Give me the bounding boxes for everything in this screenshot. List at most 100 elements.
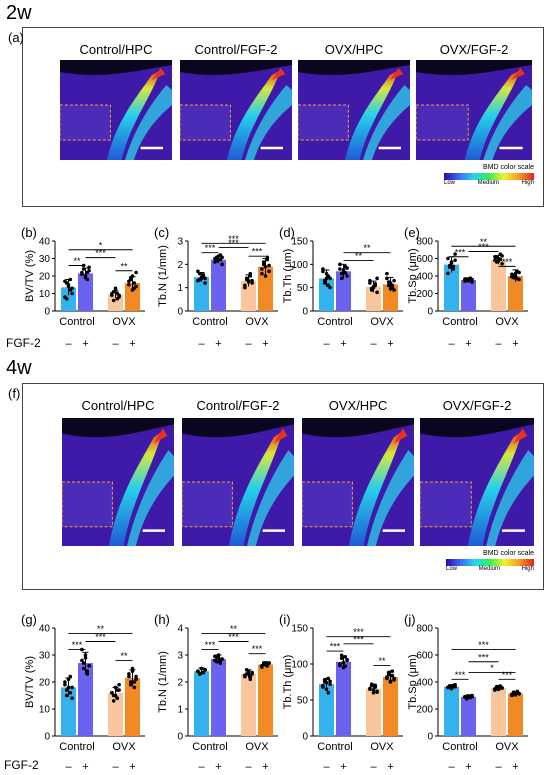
data-point xyxy=(196,669,200,673)
x-group-label: Control xyxy=(59,316,94,328)
data-point xyxy=(203,276,207,281)
bmd-map-control-fgf2-4w xyxy=(181,418,294,546)
data-point xyxy=(87,664,91,668)
data-point xyxy=(63,682,67,687)
significance-stars: ** xyxy=(480,237,488,247)
data-point xyxy=(66,685,71,690)
data-point xyxy=(128,680,133,684)
data-point xyxy=(83,653,88,657)
scale-high-label-4w: High xyxy=(521,566,534,572)
data-point xyxy=(326,676,331,681)
data-point xyxy=(110,291,114,296)
data-point xyxy=(343,270,348,275)
bar xyxy=(108,692,123,736)
significance-stars: ** xyxy=(120,651,128,661)
bmd-map-graphic xyxy=(297,60,410,160)
significance-stars: *** xyxy=(228,632,239,642)
data-point xyxy=(386,670,391,675)
data-point xyxy=(111,699,116,703)
data-point xyxy=(111,298,116,303)
data-point xyxy=(250,278,254,283)
image-title-control-hpc-4w: Control/HPC xyxy=(81,398,155,413)
significance-stars: *** xyxy=(455,670,466,680)
data-point xyxy=(371,691,376,695)
factor-sign: + xyxy=(82,338,88,350)
panel-label-f: (f) xyxy=(8,386,21,401)
data-point xyxy=(517,270,521,275)
bmd-map-graphic xyxy=(181,418,294,546)
dark-region xyxy=(60,60,172,75)
data-point xyxy=(81,666,86,671)
bmd-map-ovx-hpc xyxy=(297,60,410,160)
factor-sign: + xyxy=(340,338,346,350)
cortical-bone xyxy=(345,70,399,160)
data-point xyxy=(127,282,131,287)
data-point xyxy=(453,252,457,256)
data-point xyxy=(368,278,372,283)
x-group-label: OVX xyxy=(495,316,519,328)
image-title-control-hpc: Control/HPC xyxy=(79,42,153,57)
x-group-label: Control xyxy=(442,316,477,328)
y-axis-label: Tb.Th (μm) xyxy=(282,249,294,304)
data-point xyxy=(339,276,344,281)
significance-stars: *** xyxy=(353,634,364,644)
significance-stars: * xyxy=(490,663,494,673)
dark-region xyxy=(180,60,292,75)
bar xyxy=(491,259,506,311)
data-point xyxy=(447,265,452,270)
cortical-bone xyxy=(107,70,161,160)
bar xyxy=(444,686,459,736)
image-title-control-fgf2-4w: Control/FGF-2 xyxy=(196,398,280,413)
data-point xyxy=(218,661,223,665)
section-heading-4w: 4w xyxy=(6,357,32,379)
marrow xyxy=(255,475,294,546)
data-point xyxy=(493,688,497,692)
data-point xyxy=(244,668,249,672)
data-point xyxy=(132,685,137,690)
data-point xyxy=(470,694,474,699)
dark-region xyxy=(416,60,532,75)
data-point xyxy=(260,665,264,669)
y-tick-label: 0 xyxy=(302,732,308,743)
data-point xyxy=(64,693,69,698)
scale-low-label-4w: Low xyxy=(446,566,458,572)
bmd-map-graphic xyxy=(179,60,292,160)
significance-stars: *** xyxy=(252,644,263,654)
data-point xyxy=(451,264,456,269)
data-point xyxy=(493,258,497,263)
y-tick-label: 1 xyxy=(177,705,183,716)
y-tick-label: 600 xyxy=(416,651,433,662)
x-group-label: Control xyxy=(317,316,352,328)
data-point xyxy=(134,674,138,679)
factor-sign: + xyxy=(262,761,268,773)
high-density-tip xyxy=(513,428,528,444)
bar xyxy=(461,696,476,736)
bmd-map-graphic xyxy=(419,418,534,546)
data-point xyxy=(328,276,332,281)
data-point xyxy=(324,680,329,685)
significance-stars: ** xyxy=(363,243,371,253)
y-axis-label: Tb.Sp (μm) xyxy=(407,248,419,303)
data-point xyxy=(260,267,264,271)
factor-sign: – xyxy=(323,338,330,350)
dark-region xyxy=(420,418,534,438)
y-tick-label: 2 xyxy=(177,260,183,271)
bar xyxy=(258,664,273,736)
y-tick-label: 0 xyxy=(427,732,433,743)
data-point xyxy=(113,286,118,291)
bmd-map-ovx-fgf2 xyxy=(415,60,532,160)
data-point xyxy=(64,296,69,301)
cortical-bone xyxy=(229,430,283,546)
high-density-tip xyxy=(393,428,408,444)
factor-sign: + xyxy=(512,338,518,350)
factor-sign: + xyxy=(129,761,135,773)
x-group-label: Control xyxy=(59,741,94,753)
data-point xyxy=(113,685,118,690)
data-point xyxy=(80,272,84,277)
data-point xyxy=(248,677,253,682)
data-point xyxy=(203,281,207,285)
data-point xyxy=(201,670,206,675)
data-point xyxy=(517,692,521,696)
y-axis-label: Tb.Th (μm) xyxy=(282,655,294,710)
y-axis-label: Tb.N (1/mm) xyxy=(157,651,169,713)
